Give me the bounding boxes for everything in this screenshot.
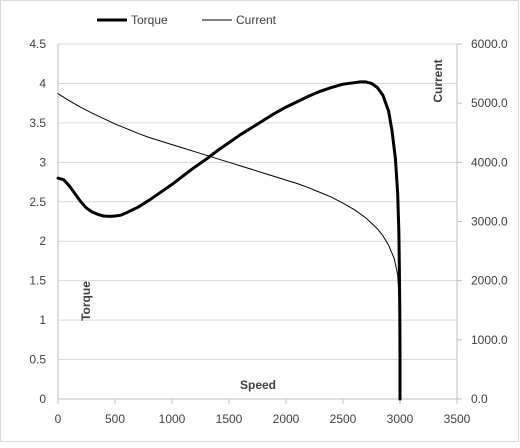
x-tick-label: 2500 — [330, 412, 357, 426]
x-tick-label: 500 — [105, 412, 125, 426]
y-left-tick-label: 4.5 — [29, 37, 46, 51]
y-right-tick-label: 5000.0 — [471, 96, 508, 110]
y-left-tick-label: 1 — [39, 313, 46, 327]
y-left-tick-label: 4 — [39, 76, 46, 90]
axis-titles: Speed Torque Current — [79, 59, 445, 392]
legend-label-torque: Torque — [131, 13, 168, 27]
series-lines — [56, 80, 402, 401]
gridlines — [58, 43, 457, 361]
axes — [57, 43, 462, 404]
y-axis-left-title: Torque — [79, 281, 93, 321]
tick-labels: 0 500 1000 1500 2000 2500 3000 3500 0 0.5 1 1.5 2 2.5… — [29, 37, 508, 426]
legend: Torque Current — [97, 13, 277, 27]
y-left-tick-label: 3 — [39, 155, 46, 169]
y-left-tick-label: 1.5 — [29, 274, 46, 288]
series-line-torque — [56, 80, 402, 401]
y-right-tick-label: 4000.0 — [471, 155, 508, 169]
legend-label-current: Current — [236, 13, 277, 27]
y-left-tick-label: 0 — [39, 392, 46, 406]
y-left-tick-label: 2.5 — [29, 195, 46, 209]
x-tick-label: 3500 — [444, 412, 471, 426]
y-right-tick-label: 2000.0 — [471, 274, 508, 288]
x-tick-label: 1000 — [159, 412, 186, 426]
x-axis-title: Speed — [240, 378, 276, 392]
y-left-tick-label: 2 — [39, 234, 46, 248]
series-line-current — [57, 93, 401, 400]
y-right-tick-label: 1000.0 — [471, 333, 508, 347]
y-axis-right-title: Current — [431, 59, 445, 102]
x-tick-label: 2000 — [273, 412, 300, 426]
y-right-tick-label: 0.0 — [471, 392, 488, 406]
y-right-tick-label: 3000.0 — [471, 215, 508, 229]
x-tick-label: 1500 — [216, 412, 243, 426]
x-tick-label: 0 — [55, 412, 62, 426]
y-left-tick-label: 3.5 — [29, 116, 46, 130]
y-left-tick-label: 0.5 — [29, 353, 46, 367]
x-tick-label: 3000 — [387, 412, 414, 426]
y-right-tick-label: 6000.0 — [471, 37, 508, 51]
